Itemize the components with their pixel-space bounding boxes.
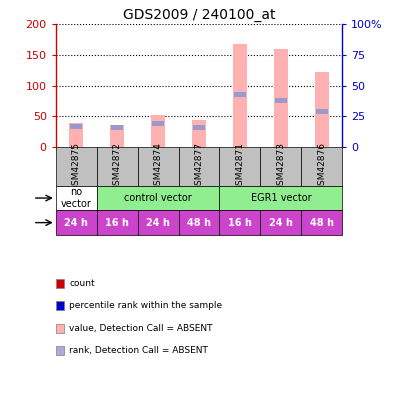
Text: value, Detection Call = ABSENT: value, Detection Call = ABSENT	[69, 324, 213, 333]
Bar	[70, 124, 82, 129]
Bar	[110, 125, 124, 147]
Bar	[152, 122, 164, 126]
Text: control vector: control vector	[124, 193, 192, 203]
Text: 48 h: 48 h	[310, 217, 334, 228]
FancyBboxPatch shape	[219, 210, 260, 235]
Text: GSM42873: GSM42873	[276, 142, 285, 191]
Text: percentile rank within the sample: percentile rank within the sample	[69, 301, 222, 310]
Text: rank, Detection Call = ABSENT: rank, Detection Call = ABSENT	[69, 346, 208, 355]
Text: GSM42872: GSM42872	[113, 142, 122, 191]
FancyBboxPatch shape	[179, 210, 219, 235]
Text: 24 h: 24 h	[269, 217, 293, 228]
Text: count: count	[69, 279, 95, 288]
FancyBboxPatch shape	[56, 186, 97, 210]
FancyBboxPatch shape	[138, 147, 179, 186]
Text: GSM42874: GSM42874	[154, 142, 162, 191]
Bar	[234, 92, 246, 97]
Bar	[315, 72, 329, 147]
FancyBboxPatch shape	[179, 147, 219, 186]
Text: 16 h: 16 h	[228, 217, 252, 228]
Text: 48 h: 48 h	[187, 217, 211, 228]
FancyBboxPatch shape	[260, 147, 301, 186]
Bar	[233, 44, 247, 147]
Bar	[111, 125, 123, 130]
FancyBboxPatch shape	[219, 186, 342, 210]
Bar	[69, 123, 83, 147]
FancyBboxPatch shape	[301, 210, 342, 235]
Bar	[274, 49, 288, 147]
Text: no
vector: no vector	[61, 187, 92, 209]
FancyBboxPatch shape	[56, 147, 97, 186]
Bar	[193, 125, 205, 130]
FancyBboxPatch shape	[97, 210, 138, 235]
Bar	[151, 115, 165, 147]
Text: GSM42875: GSM42875	[72, 142, 81, 191]
Text: GSM42877: GSM42877	[195, 142, 203, 191]
Bar	[316, 109, 328, 114]
Text: 16 h: 16 h	[105, 217, 129, 228]
FancyBboxPatch shape	[138, 210, 179, 235]
Bar	[275, 98, 287, 103]
FancyBboxPatch shape	[260, 210, 301, 235]
Text: 24 h: 24 h	[146, 217, 170, 228]
Bar	[192, 120, 206, 147]
Text: GSM42871: GSM42871	[236, 142, 244, 191]
FancyBboxPatch shape	[301, 147, 342, 186]
FancyBboxPatch shape	[219, 147, 260, 186]
Text: EGR1 vector: EGR1 vector	[251, 193, 311, 203]
FancyBboxPatch shape	[56, 210, 97, 235]
Text: 24 h: 24 h	[64, 217, 88, 228]
Text: GSM42876: GSM42876	[317, 142, 326, 191]
Title: GDS2009 / 240100_at: GDS2009 / 240100_at	[123, 8, 275, 22]
FancyBboxPatch shape	[97, 186, 219, 210]
FancyBboxPatch shape	[97, 147, 138, 186]
